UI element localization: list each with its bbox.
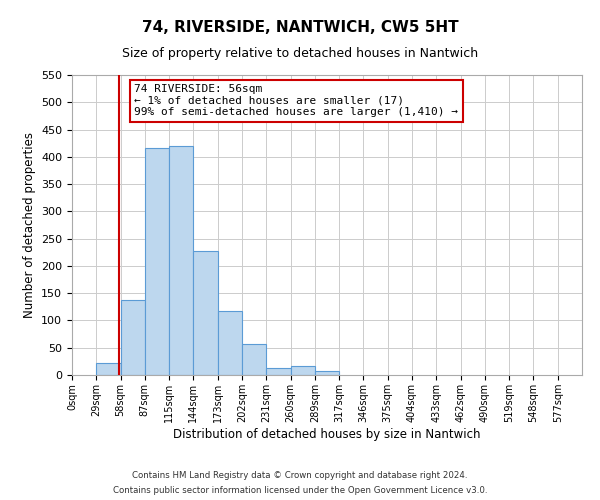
- Bar: [96, 363, 121, 375]
- Bar: [145, 148, 169, 375]
- Text: 74 RIVERSIDE: 56sqm
← 1% of detached houses are smaller (17)
99% of semi-detache: 74 RIVERSIDE: 56sqm ← 1% of detached hou…: [134, 84, 458, 117]
- Bar: [193, 250, 218, 375]
- Text: Contains public sector information licensed under the Open Government Licence v3: Contains public sector information licen…: [113, 486, 487, 495]
- Text: Contains HM Land Registry data © Crown copyright and database right 2024.: Contains HM Land Registry data © Crown c…: [132, 471, 468, 480]
- Bar: [266, 368, 290, 375]
- Bar: [290, 366, 315, 375]
- Text: 74, RIVERSIDE, NANTWICH, CW5 5HT: 74, RIVERSIDE, NANTWICH, CW5 5HT: [142, 20, 458, 35]
- Bar: [121, 300, 145, 375]
- Bar: [315, 371, 339, 375]
- Y-axis label: Number of detached properties: Number of detached properties: [23, 132, 35, 318]
- Bar: [242, 344, 266, 375]
- Bar: [169, 146, 193, 375]
- X-axis label: Distribution of detached houses by size in Nantwich: Distribution of detached houses by size …: [173, 428, 481, 440]
- Text: Size of property relative to detached houses in Nantwich: Size of property relative to detached ho…: [122, 48, 478, 60]
- Bar: [218, 310, 242, 375]
